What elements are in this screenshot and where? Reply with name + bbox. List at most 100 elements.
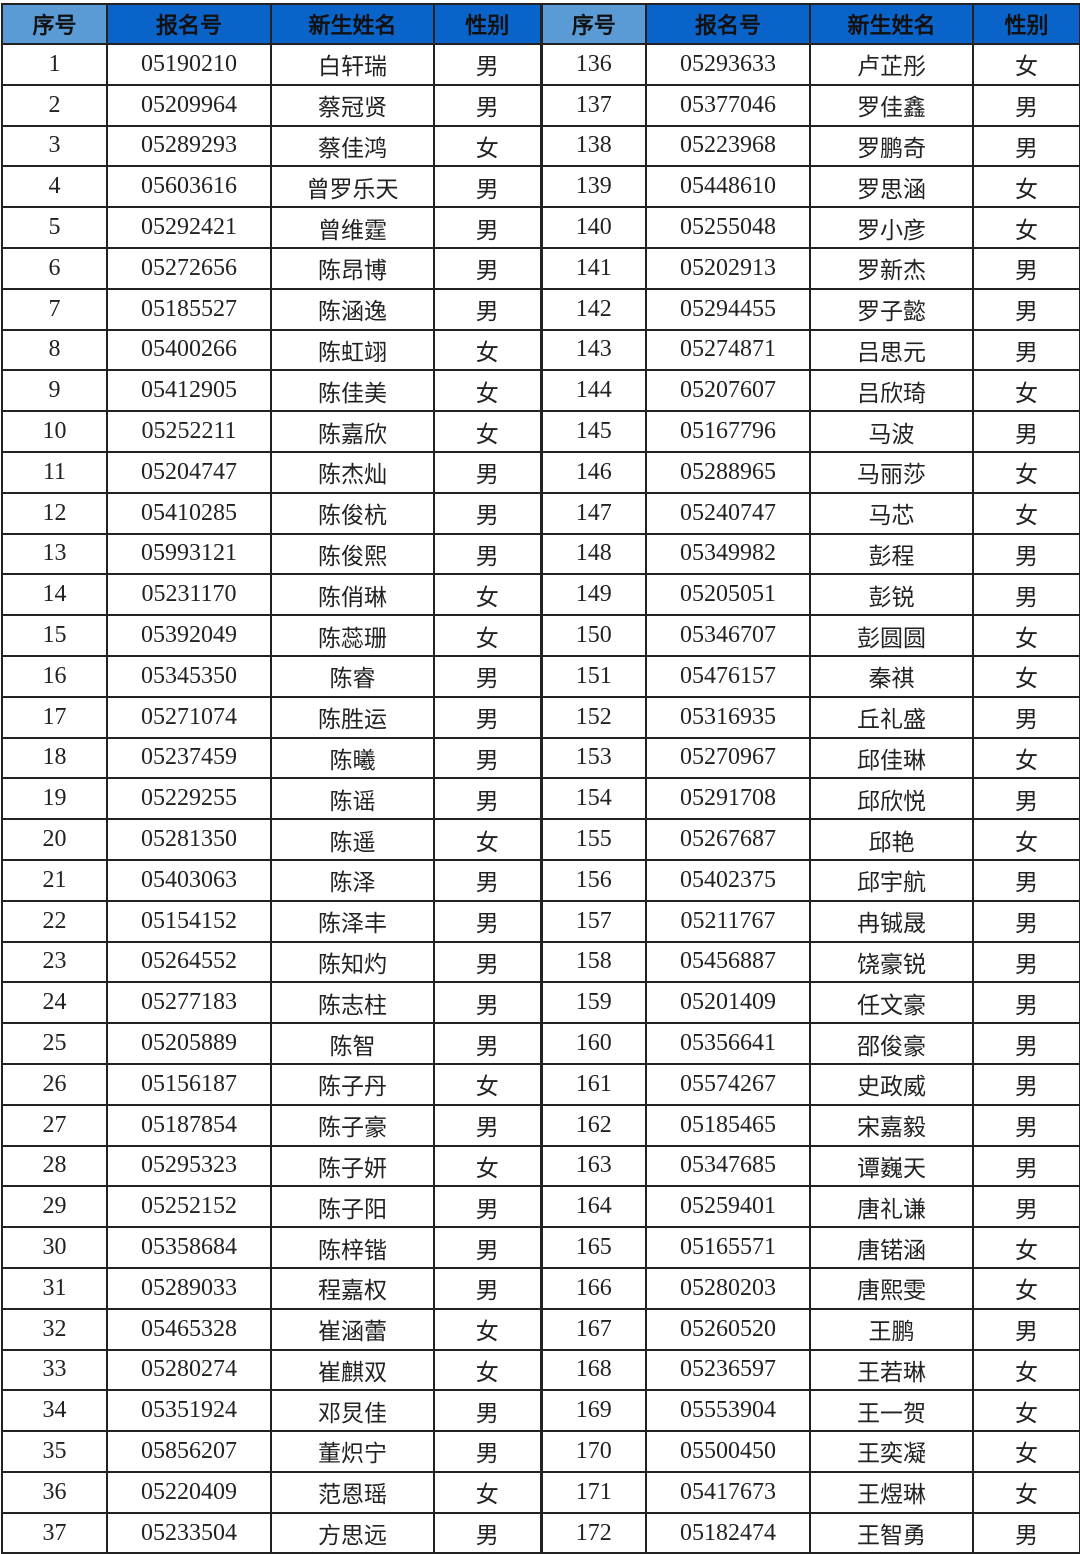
table-row: 16 05345350 陈睿男 151 05476157 秦祺女 bbox=[1, 654, 1080, 698]
cell-gender: 女 bbox=[433, 369, 542, 413]
cell-student-name: 罗子懿 bbox=[809, 287, 974, 331]
cell-student-name: 陈俊杭 bbox=[270, 491, 435, 535]
cell-serial: 147 bbox=[539, 491, 647, 535]
header-student-name: 新生姓名 bbox=[270, 3, 435, 45]
cell-gender: 女 bbox=[972, 1430, 1080, 1473]
header-serial: 序号 bbox=[539, 3, 647, 45]
cell-gender: 女 bbox=[972, 450, 1080, 494]
cell-gender: 女 bbox=[972, 1470, 1080, 1514]
cell-registration-no: 05270967 bbox=[645, 736, 811, 780]
cell-serial: 22 bbox=[1, 899, 108, 943]
cell-serial: 14 bbox=[1, 573, 108, 617]
cell-gender: 男 bbox=[972, 573, 1080, 617]
cell-registration-no: 05377046 bbox=[645, 83, 811, 127]
cell-gender: 男 bbox=[972, 899, 1080, 943]
table-row: 6 05272656 陈昂博男 141 05202913 罗新杰男 bbox=[1, 246, 1080, 290]
cell-registration-no: 05202913 bbox=[645, 246, 811, 290]
table-row: 12 05410285 陈俊杭男 147 05240747 马芯女 bbox=[1, 491, 1080, 535]
cell-registration-no: 05255048 bbox=[645, 206, 811, 249]
table-row: 13 05993121 陈俊熙男 148 05349982 彭程男 bbox=[1, 532, 1080, 576]
cell-serial: 23 bbox=[1, 940, 108, 984]
cell-registration-no: 05264552 bbox=[106, 940, 272, 984]
cell-gender: 男 bbox=[433, 83, 542, 127]
cell-registration-no: 05289033 bbox=[106, 1266, 272, 1310]
cell-student-name: 陈佳美 bbox=[270, 369, 435, 413]
cell-gender: 男 bbox=[972, 1144, 1080, 1188]
cell-serial: 172 bbox=[539, 1511, 647, 1554]
cell-gender: 男 bbox=[972, 1022, 1080, 1065]
cell-gender: 女 bbox=[972, 43, 1080, 86]
cell-gender: 女 bbox=[972, 1389, 1080, 1433]
cell-gender: 男 bbox=[972, 83, 1080, 127]
cell-gender: 男 bbox=[433, 1185, 542, 1229]
cell-student-name: 王一贺 bbox=[809, 1389, 974, 1433]
cell-serial: 32 bbox=[1, 1307, 108, 1351]
cell-serial: 34 bbox=[1, 1389, 108, 1433]
header-gender: 性别 bbox=[433, 3, 542, 45]
cell-gender: 男 bbox=[433, 899, 542, 943]
cell-serial: 29 bbox=[1, 1185, 108, 1229]
cell-student-name: 方思远 bbox=[270, 1511, 435, 1554]
cell-serial: 15 bbox=[1, 614, 108, 657]
cell-gender: 男 bbox=[433, 654, 542, 698]
cell-gender: 男 bbox=[433, 1103, 542, 1147]
cell-gender: 男 bbox=[433, 491, 542, 535]
cell-gender: 女 bbox=[972, 369, 1080, 413]
cell-serial: 140 bbox=[539, 206, 647, 249]
cell-registration-no: 05410285 bbox=[106, 491, 272, 535]
cell-registration-no: 05402375 bbox=[645, 858, 811, 902]
cell-registration-no: 05291708 bbox=[645, 777, 811, 821]
cell-serial: 145 bbox=[539, 410, 647, 453]
cell-registration-no: 05553904 bbox=[645, 1389, 811, 1433]
cell-student-name: 陈梓锴 bbox=[270, 1226, 435, 1269]
cell-serial: 158 bbox=[539, 940, 647, 984]
cell-serial: 30 bbox=[1, 1226, 108, 1269]
table-row: 15 05392049 陈蕊珊女 150 05346707 彭圆圆女 bbox=[1, 614, 1080, 657]
cell-serial: 33 bbox=[1, 1348, 108, 1392]
cell-gender: 女 bbox=[433, 410, 542, 453]
table-row: 17 05271074 陈胜运男 152 05316935 丘礼盛男 bbox=[1, 695, 1080, 739]
cell-registration-no: 05856207 bbox=[106, 1430, 272, 1473]
cell-student-name: 陈蕊珊 bbox=[270, 614, 435, 657]
cell-gender: 男 bbox=[433, 695, 542, 739]
cell-student-name: 陈谣 bbox=[270, 777, 435, 821]
cell-student-name: 彭圆圆 bbox=[809, 614, 974, 657]
cell-student-name: 罗鹏奇 bbox=[809, 124, 974, 168]
cell-registration-no: 05448610 bbox=[645, 165, 811, 209]
cell-registration-no: 05209964 bbox=[106, 83, 272, 127]
cell-registration-no: 05204747 bbox=[106, 450, 272, 494]
cell-serial: 143 bbox=[539, 328, 647, 372]
cell-registration-no: 05223968 bbox=[645, 124, 811, 168]
cell-gender: 男 bbox=[433, 165, 542, 209]
cell-serial: 13 bbox=[1, 532, 108, 576]
cell-student-name: 白轩瑞 bbox=[270, 43, 435, 86]
cell-gender: 女 bbox=[972, 736, 1080, 780]
cell-student-name: 彭程 bbox=[809, 532, 974, 576]
cell-registration-no: 05211767 bbox=[645, 899, 811, 943]
cell-gender: 男 bbox=[433, 246, 542, 290]
cell-gender: 女 bbox=[433, 818, 542, 861]
cell-gender: 男 bbox=[972, 246, 1080, 290]
cell-gender: 女 bbox=[972, 206, 1080, 249]
cell-gender: 女 bbox=[433, 1470, 542, 1514]
cell-student-name: 陈子妍 bbox=[270, 1144, 435, 1188]
table-row: 18 05237459 陈曦男 153 05270967 邱佳琳女 bbox=[1, 736, 1080, 780]
table-row: 35 05856207 董炽宁男 170 05500450 王奕凝女 bbox=[1, 1430, 1080, 1473]
cell-gender: 女 bbox=[972, 491, 1080, 535]
cell-student-name: 吕欣琦 bbox=[809, 369, 974, 413]
cell-registration-no: 05277183 bbox=[106, 981, 272, 1025]
cell-gender: 女 bbox=[433, 124, 542, 168]
cell-student-name: 吕思元 bbox=[809, 328, 974, 372]
cell-serial: 16 bbox=[1, 654, 108, 698]
cell-student-name: 董炽宁 bbox=[270, 1430, 435, 1473]
cell-gender: 男 bbox=[972, 695, 1080, 739]
cell-gender: 女 bbox=[433, 1307, 542, 1351]
cell-student-name: 邱宇航 bbox=[809, 858, 974, 902]
cell-student-name: 陈睿 bbox=[270, 654, 435, 698]
cell-registration-no: 05165571 bbox=[645, 1226, 811, 1269]
cell-gender: 男 bbox=[433, 450, 542, 494]
cell-serial: 165 bbox=[539, 1226, 647, 1269]
cell-registration-no: 05358684 bbox=[106, 1226, 272, 1269]
cell-serial: 153 bbox=[539, 736, 647, 780]
cell-registration-no: 05267687 bbox=[645, 818, 811, 861]
